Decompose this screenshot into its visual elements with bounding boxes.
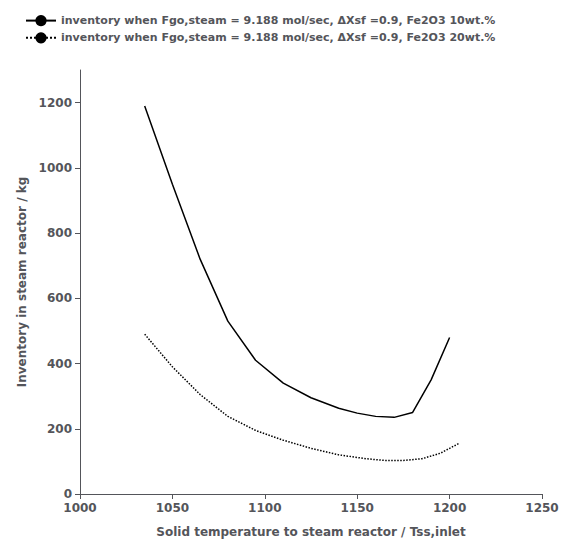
svg-text:1000: 1000 bbox=[63, 501, 96, 515]
svg-text:400: 400 bbox=[47, 357, 72, 371]
svg-text:1250: 1250 bbox=[525, 501, 558, 515]
svg-text:0: 0 bbox=[64, 487, 72, 501]
svg-text:1150: 1150 bbox=[340, 501, 373, 515]
svg-text:600: 600 bbox=[47, 291, 72, 305]
svg-text:Inventory in steam reactor / k: Inventory in steam reactor / kg bbox=[15, 177, 29, 388]
svg-text:inventory when Fgo,steam = 9.1: inventory when Fgo,steam = 9.188 mol/sec… bbox=[61, 31, 495, 44]
svg-text:1050: 1050 bbox=[156, 501, 189, 515]
svg-text:1100: 1100 bbox=[248, 501, 281, 515]
svg-text:Solid temperature to steam rea: Solid temperature to steam reactor / Tss… bbox=[156, 525, 466, 539]
svg-text:1200: 1200 bbox=[433, 501, 466, 515]
svg-text:inventory when Fgo,steam = 9.1: inventory when Fgo,steam = 9.188 mol/sec… bbox=[61, 14, 495, 27]
svg-text:200: 200 bbox=[47, 422, 72, 436]
svg-text:1000: 1000 bbox=[39, 161, 72, 175]
svg-text:1200: 1200 bbox=[39, 96, 72, 110]
svg-text:800: 800 bbox=[47, 226, 72, 240]
